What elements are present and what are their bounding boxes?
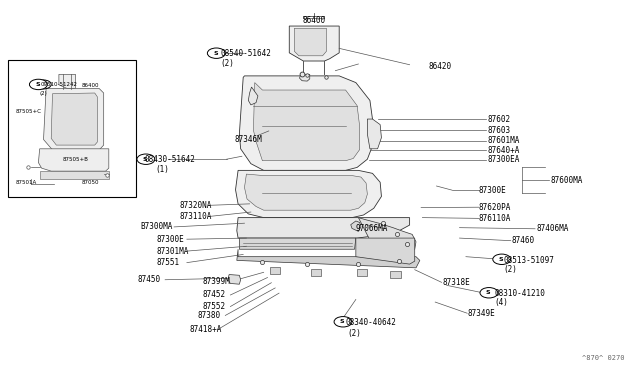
Polygon shape [356, 238, 415, 264]
Text: 87050: 87050 [82, 180, 99, 185]
Polygon shape [270, 267, 280, 274]
Text: 08513-51097: 08513-51097 [503, 256, 554, 265]
Polygon shape [294, 28, 326, 56]
Text: 87418+A: 87418+A [189, 325, 222, 334]
Circle shape [29, 79, 47, 90]
Polygon shape [357, 269, 367, 276]
Text: 87318E: 87318E [443, 278, 470, 287]
Circle shape [207, 48, 225, 58]
Circle shape [137, 154, 155, 164]
Polygon shape [358, 218, 416, 254]
Text: 87552: 87552 [202, 302, 225, 311]
Text: 87301MA: 87301MA [156, 247, 189, 256]
Polygon shape [244, 174, 367, 210]
Polygon shape [311, 269, 321, 276]
Text: 87602: 87602 [488, 115, 511, 124]
Polygon shape [51, 93, 97, 145]
Polygon shape [38, 149, 109, 171]
Text: 87460: 87460 [512, 236, 535, 245]
Circle shape [36, 80, 51, 89]
Text: S: S [499, 257, 503, 262]
Text: 87505+C: 87505+C [15, 109, 42, 114]
Text: 87349E: 87349E [467, 309, 495, 318]
Polygon shape [367, 119, 381, 149]
Text: 08310-41210: 08310-41210 [494, 289, 545, 298]
Polygon shape [248, 87, 258, 105]
Text: (4): (4) [494, 298, 508, 307]
Text: ^870^ 0270: ^870^ 0270 [582, 355, 624, 361]
Polygon shape [237, 218, 410, 238]
Text: S: S [143, 157, 147, 162]
Text: S: S [213, 51, 218, 56]
Polygon shape [44, 89, 104, 150]
Polygon shape [236, 170, 381, 218]
Text: S: S [486, 290, 490, 295]
Text: 97066MA: 97066MA [355, 224, 388, 233]
Text: 08430-51642: 08430-51642 [145, 155, 195, 164]
Polygon shape [390, 271, 401, 278]
Text: (2): (2) [347, 329, 361, 338]
Text: 87620PA: 87620PA [479, 203, 511, 212]
Text: 09510-51242: 09510-51242 [40, 82, 77, 87]
Text: 87399M: 87399M [202, 277, 230, 286]
Text: 08540-51642: 08540-51642 [220, 49, 271, 58]
Text: 87320NA: 87320NA [179, 201, 212, 210]
Circle shape [334, 317, 352, 327]
Text: 87505+B: 87505+B [63, 157, 88, 163]
Text: 873110A: 873110A [179, 212, 212, 221]
Text: 86400: 86400 [82, 83, 99, 88]
Text: 87551: 87551 [156, 258, 179, 267]
Polygon shape [40, 171, 109, 179]
Polygon shape [300, 74, 310, 81]
Polygon shape [289, 26, 339, 61]
Text: 87603: 87603 [488, 126, 511, 135]
Text: 87640+A: 87640+A [488, 146, 520, 155]
Text: 87501A: 87501A [15, 180, 36, 185]
Polygon shape [237, 249, 420, 268]
Polygon shape [253, 83, 360, 161]
Bar [8, 60, 136, 197]
Text: 87600MA: 87600MA [550, 176, 583, 185]
Text: 87380: 87380 [197, 311, 220, 320]
Text: 876110A: 876110A [479, 214, 511, 223]
Polygon shape [59, 74, 76, 89]
Text: S: S [40, 82, 45, 87]
Text: 86400: 86400 [302, 16, 325, 25]
Text: 87300E: 87300E [156, 235, 184, 244]
Text: B7300MA: B7300MA [141, 222, 173, 231]
Text: 87452: 87452 [202, 291, 225, 299]
Text: 87406MA: 87406MA [536, 224, 569, 233]
Text: 08340-40642: 08340-40642 [346, 318, 396, 327]
Polygon shape [228, 275, 241, 284]
Text: 87450: 87450 [138, 275, 161, 284]
Text: (2): (2) [220, 60, 234, 68]
Text: (1): (1) [155, 165, 169, 174]
Text: 87300EA: 87300EA [488, 155, 520, 164]
Circle shape [480, 288, 498, 298]
Text: S: S [340, 319, 344, 324]
Polygon shape [351, 221, 361, 231]
Text: (2): (2) [503, 265, 517, 274]
Circle shape [493, 254, 511, 264]
Text: 87300E: 87300E [479, 186, 506, 195]
Polygon shape [239, 76, 372, 170]
Text: (2): (2) [40, 90, 47, 96]
Text: 87601MA: 87601MA [488, 137, 520, 145]
Text: 86420: 86420 [429, 62, 452, 71]
Text: S: S [35, 82, 40, 87]
Polygon shape [239, 238, 356, 249]
Text: 87346M: 87346M [235, 135, 262, 144]
